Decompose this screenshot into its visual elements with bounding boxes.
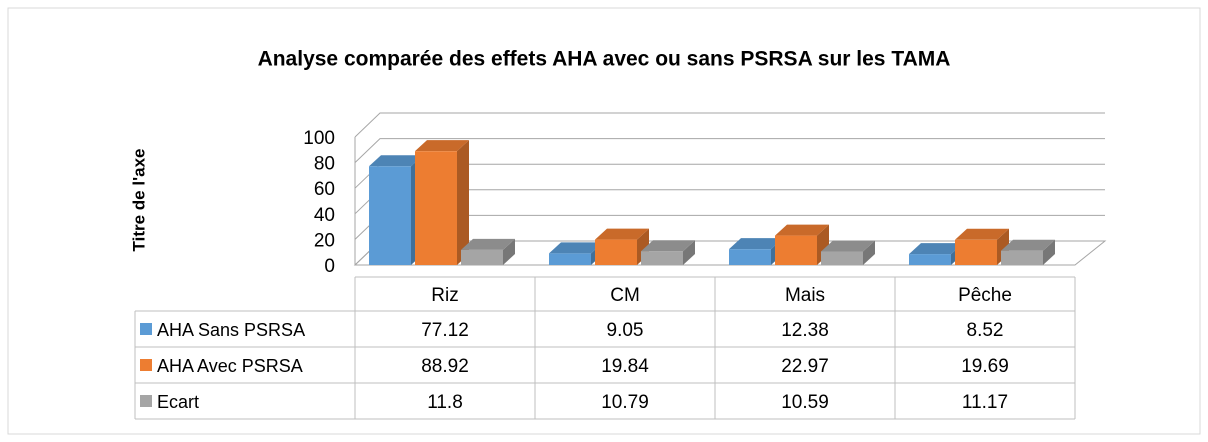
bar	[595, 239, 637, 265]
bar	[461, 249, 503, 265]
bar-side	[503, 238, 515, 265]
x-tick-label: CM	[610, 285, 640, 306]
bar	[1001, 250, 1043, 265]
bar-side	[1043, 239, 1055, 265]
bar-top	[821, 240, 875, 252]
bar-top	[955, 228, 1009, 240]
y-tick-label: 40	[314, 205, 335, 226]
table-value: 9.05	[607, 320, 644, 341]
table-value: 22.97	[781, 356, 829, 377]
table-value: 12.38	[781, 320, 829, 341]
table-value: 19.84	[601, 356, 649, 377]
table-value: 10.79	[601, 392, 649, 413]
y-tick-label: 0	[324, 256, 335, 277]
bar	[775, 235, 817, 265]
y-tick-label: 60	[314, 179, 335, 200]
table-value: 11.8	[427, 392, 463, 413]
bar	[821, 251, 863, 265]
bar	[415, 151, 457, 265]
bar-top	[729, 238, 783, 250]
y-tick-label: 20	[314, 230, 335, 251]
bar	[369, 166, 411, 265]
bar	[729, 249, 771, 265]
legend-label: AHA Avec PSRSA	[157, 356, 303, 376]
bar-top	[461, 238, 515, 250]
legend-swatch	[140, 323, 152, 335]
bar-top	[641, 240, 695, 252]
y-axis-title: Titre de l'axe	[129, 149, 148, 252]
bar-top	[909, 243, 963, 255]
table-value: 19.69	[961, 356, 1009, 377]
chart-title: Analyse comparée des effets AHA avec ou …	[258, 48, 951, 71]
bar-side	[457, 140, 469, 265]
bar-side	[863, 240, 875, 265]
x-tick-label: Riz	[431, 285, 458, 306]
legend-swatch	[140, 395, 152, 407]
bar-top	[1001, 239, 1055, 251]
table-value: 10.59	[781, 392, 829, 413]
bar-top	[595, 228, 649, 240]
bar	[909, 254, 951, 265]
grid-line	[354, 138, 1105, 163]
chart-frame	[7, 7, 1201, 435]
table-value: 8.52	[967, 320, 1004, 341]
bar-top	[775, 224, 829, 236]
y-tick-label: 80	[314, 154, 335, 175]
x-tick-label: Pêche	[958, 285, 1012, 306]
x-tick-label: Mais	[785, 285, 825, 306]
grid-line	[354, 112, 1105, 138]
table-value: 11.17	[962, 392, 1008, 413]
legend-swatch	[140, 359, 152, 371]
bar-side	[683, 240, 695, 265]
bar-top	[549, 242, 603, 254]
bar-top	[415, 140, 469, 152]
bar	[641, 251, 683, 265]
table-value: 88.92	[421, 356, 469, 377]
bar	[549, 253, 591, 265]
y-tick-label: 100	[303, 128, 335, 149]
legend-label: AHA Sans PSRSA	[157, 320, 305, 340]
bar-top	[369, 155, 423, 167]
table-value: 77.12	[421, 320, 469, 341]
legend-label: Ecart	[157, 392, 199, 412]
bar	[955, 239, 997, 265]
